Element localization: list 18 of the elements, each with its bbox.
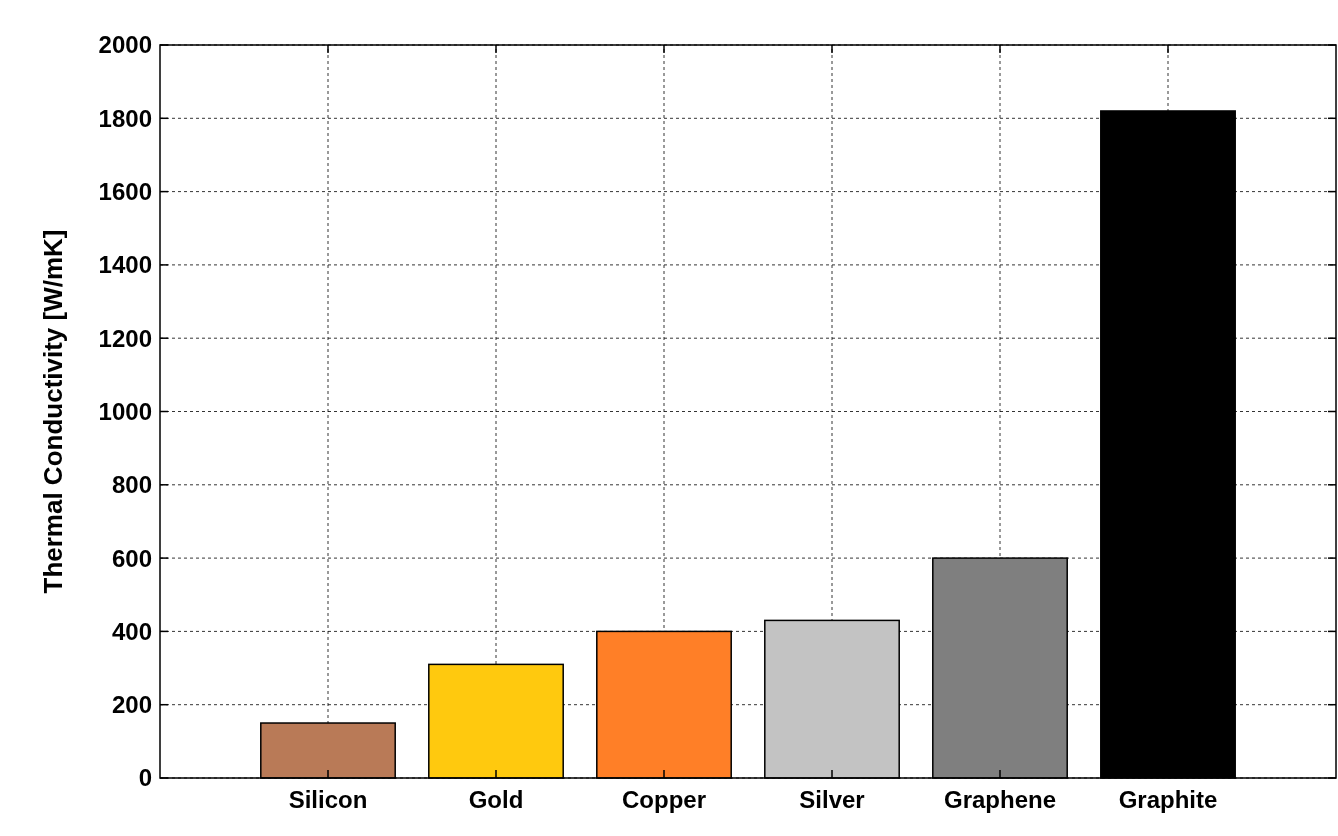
y-tick-label: 1200 [98, 324, 152, 352]
x-tick-label: Graphene [943, 786, 1057, 813]
x-tick-label: Copper [622, 786, 706, 813]
x-tick-label: Silver [799, 786, 865, 813]
y-tick-label: 1400 [98, 251, 152, 279]
y-tick-label: 1600 [98, 178, 152, 205]
y-tick-label: 1000 [98, 397, 152, 425]
y-axis-title: Thermal Conductivity [W/mK] [38, 229, 68, 594]
x-tick-label: Silicon [288, 786, 368, 813]
y-tick-label: 2000 [98, 31, 152, 59]
y-tick-label: 800 [111, 471, 152, 499]
y-tick-label: 0 [138, 764, 152, 792]
y-tick-label: 200 [111, 691, 152, 719]
x-tick-label: Graphite [1118, 786, 1218, 813]
y-tick-label: 1800 [98, 104, 152, 132]
y-tick-label: 600 [111, 544, 152, 572]
x-tick-label: Gold [468, 786, 524, 813]
y-tick-label: 400 [111, 617, 152, 645]
